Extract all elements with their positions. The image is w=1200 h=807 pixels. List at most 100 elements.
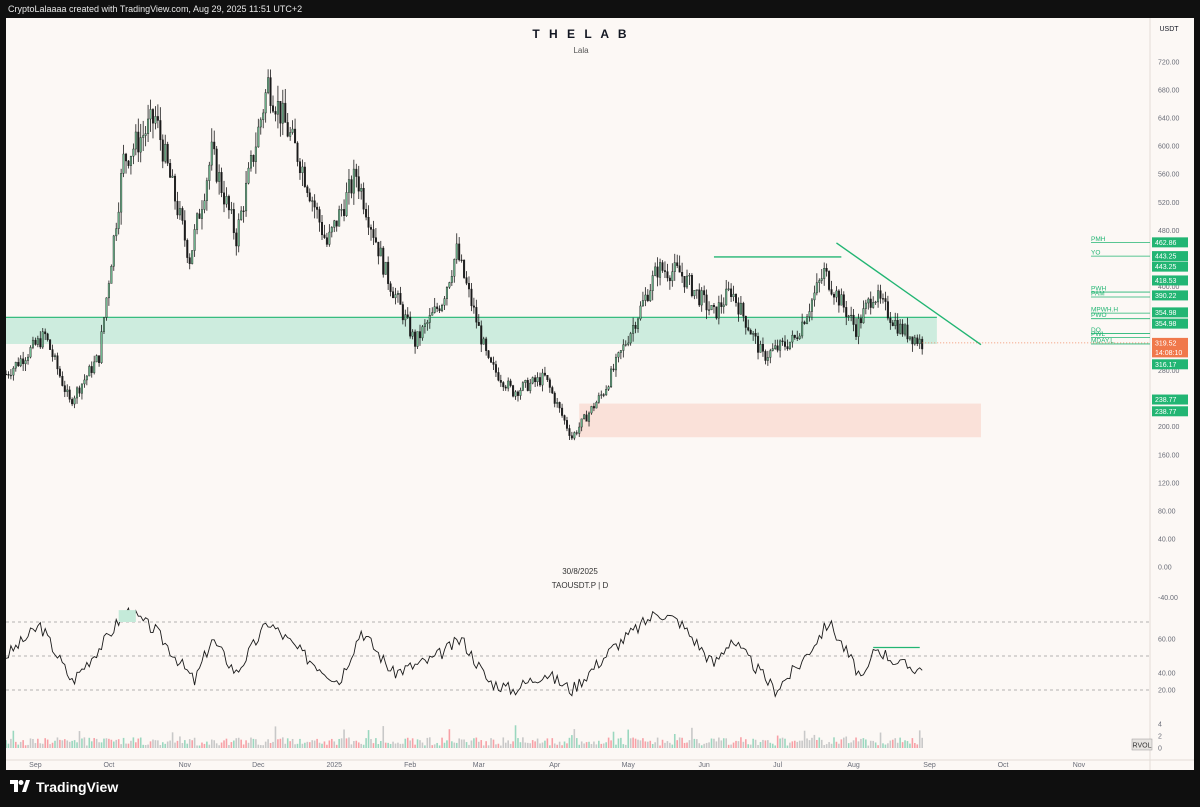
candle-body: [186, 240, 189, 258]
candle-body: [34, 339, 37, 345]
candle-body: [169, 163, 172, 178]
candle-body: [573, 432, 576, 439]
rvol-bar: [286, 738, 289, 748]
price-tag-label: 443.25: [1155, 264, 1177, 271]
rvol-bar: [691, 727, 693, 748]
candle-body: [553, 392, 556, 404]
rvol-bar: [529, 743, 532, 748]
candle-body: [291, 128, 294, 133]
rvol-bar: [573, 729, 576, 748]
candle-body: [825, 268, 828, 272]
rvol-bar: [228, 745, 230, 748]
candle-body: [198, 213, 201, 219]
rvol-bar: [901, 742, 904, 748]
level-label: DO: [1091, 327, 1101, 334]
candle-body: [161, 139, 164, 162]
candle-body: [482, 338, 485, 345]
rvol-bar: [649, 740, 652, 748]
trendline-0[interactable]: [836, 242, 982, 346]
price-axis[interactable]: 0.00 40.00 80.00 120.00 160.00 200.00 2 40.00 28…: [1158, 60, 1180, 753]
candle-body: [120, 173, 123, 213]
candle-body: [51, 349, 54, 358]
candle-body: [521, 382, 524, 391]
rvol-bar: [402, 743, 404, 748]
candle-body: [526, 380, 529, 391]
rvol-bar: [495, 744, 497, 748]
rvol-bar: [39, 743, 42, 748]
candle-body: [490, 357, 493, 363]
rvol-bar: [83, 737, 86, 748]
rvol-bar: [184, 740, 186, 748]
zone-1[interactable]: [579, 403, 981, 438]
candle-body: [318, 209, 321, 223]
candle-body: [164, 143, 167, 162]
candle-body: [276, 101, 279, 115]
level-label: PWO: [1091, 312, 1107, 319]
candle-body: [610, 368, 613, 388]
rvol-bar: [10, 738, 12, 748]
rvol-bar: [206, 741, 208, 748]
candle-body: [306, 186, 309, 193]
rvol-bar: [865, 739, 867, 748]
price-tag: [1152, 337, 1188, 348]
candle-body: [220, 172, 223, 194]
rvol-bar: [304, 742, 306, 748]
candle-body: [842, 294, 845, 308]
rvol-bar: [441, 737, 443, 748]
rvol-bar: [477, 741, 480, 748]
candle-body: [213, 141, 216, 150]
rvol-bar: [59, 739, 61, 748]
x-tick-label: Aug: [847, 762, 860, 769]
rvol-bar: [22, 740, 24, 748]
rvol-bar: [666, 741, 669, 748]
rvol-bar: [874, 742, 877, 748]
candle-body: [715, 306, 718, 319]
rvol-bar: [149, 741, 152, 748]
rvol-bar: [193, 737, 196, 748]
rvol-bar: [428, 737, 431, 748]
rvol-bar: [835, 741, 838, 748]
tradingview-logo[interactable]: TradingView: [10, 779, 118, 795]
rvol-bar: [813, 734, 816, 748]
candle-body: [509, 380, 512, 386]
candle-body: [414, 331, 417, 347]
rvol-tick-label: 0: [1158, 746, 1162, 753]
candle-body: [257, 126, 260, 148]
candle-body: [367, 217, 370, 228]
rvol-bar: [708, 742, 710, 748]
candle-body: [835, 290, 838, 298]
candle-body: [634, 325, 637, 329]
rvol-bar: [289, 741, 291, 748]
candle-body: [323, 234, 326, 238]
candle-body: [237, 219, 240, 247]
candle-body: [389, 283, 392, 292]
candle-body: [27, 356, 30, 361]
candle-body: [191, 250, 194, 264]
currency-label[interactable]: USDT: [1159, 26, 1179, 33]
candle-body: [614, 356, 617, 371]
candle-body: [884, 298, 887, 302]
candle-body: [338, 209, 341, 227]
rvol-bar: [869, 740, 872, 748]
candle-body: [5, 373, 7, 376]
rvol-bar: [774, 745, 776, 748]
rvol-bar: [389, 743, 392, 748]
zone-0[interactable]: [6, 317, 937, 344]
rvol-bar: [769, 742, 772, 748]
candle-body: [886, 301, 889, 319]
rvol-bar: [823, 745, 825, 748]
candle-body: [85, 375, 88, 381]
rvol-bar: [558, 741, 561, 748]
rvol-bar: [568, 737, 571, 748]
rvol-bar: [842, 737, 845, 748]
rvol-bar: [517, 738, 519, 748]
time-axis[interactable]: Sep Oct Nov Dec 2025 Feb Mar Apr May Jun Jul Aug Sep…: [29, 762, 1086, 769]
rvol-bar: [362, 744, 365, 748]
rvol-bar: [683, 742, 686, 748]
chart-frame[interactable]: PMH YO PWH PAM MPWH.H PWO DO PWL MDAY.L 0.00 40.0…: [5, 18, 1194, 770]
candle-body: [90, 366, 93, 373]
candle-body: [820, 278, 823, 281]
rvol-bar: [534, 741, 536, 748]
